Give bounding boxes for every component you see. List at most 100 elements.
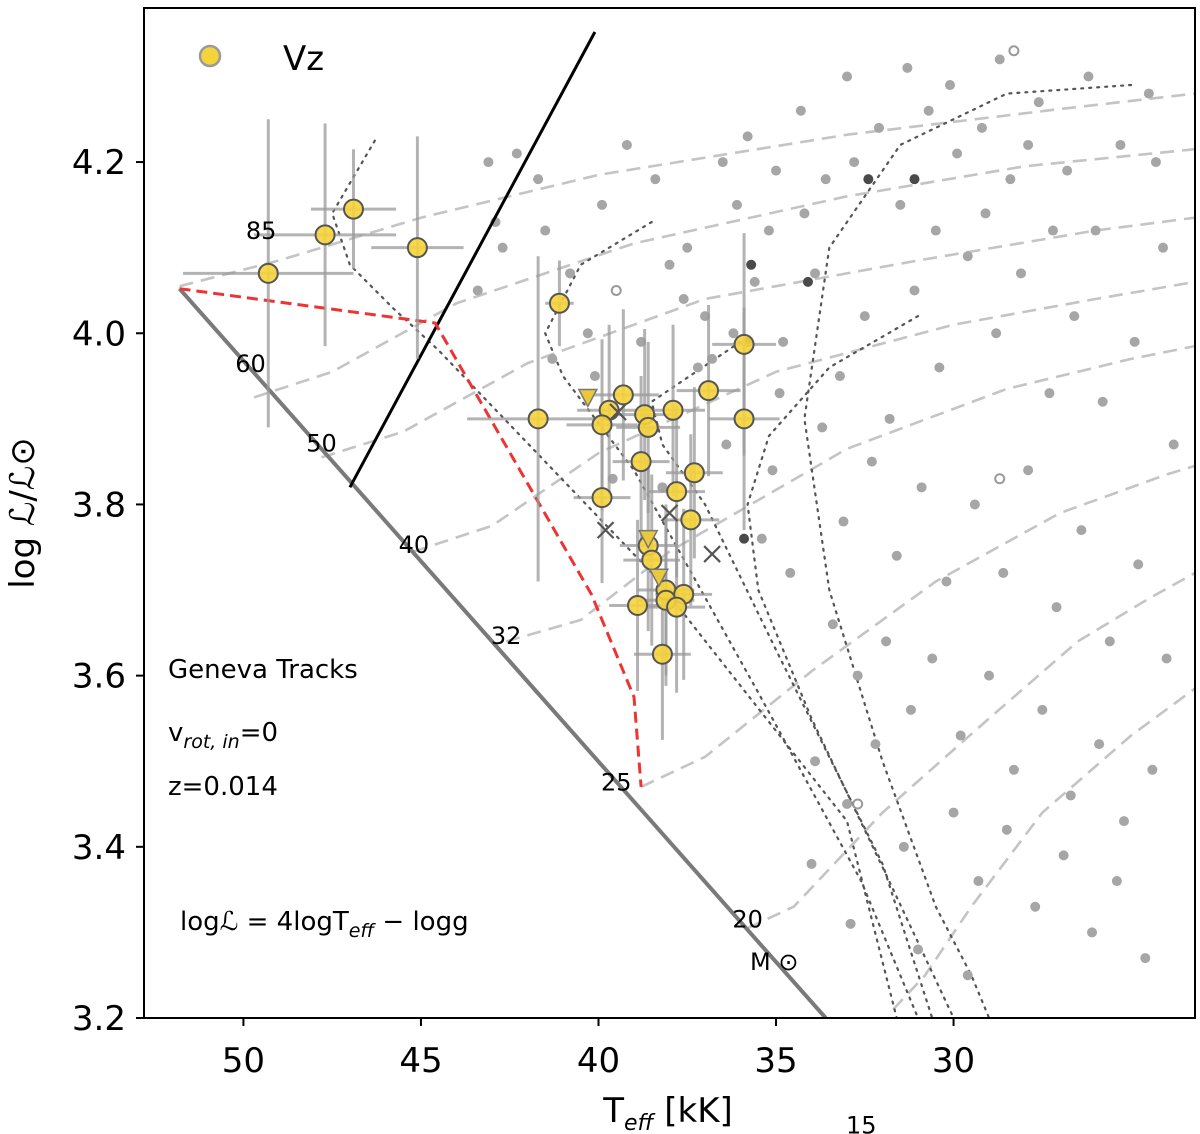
- background-star-46: [1044, 388, 1055, 399]
- background-star-36: [778, 336, 789, 347]
- y-tick-label-0: 3.2: [72, 999, 126, 1039]
- background-star-103: [728, 328, 739, 339]
- vz-star-10: [637, 416, 659, 438]
- background-star-119: [774, 388, 785, 399]
- isochrone-2: [650, 340, 934, 1018]
- isochrone-3: [746, 315, 955, 1018]
- background-star-18: [895, 199, 906, 210]
- background-star-113: [771, 165, 782, 176]
- red-boundary-line: [179, 287, 643, 788]
- background-star-12: [742, 131, 753, 142]
- mass-label-25: 25: [601, 768, 632, 796]
- background-star-82: [1037, 704, 1048, 715]
- vrot-sub: rot, in: [183, 731, 239, 753]
- background-star-109: [980, 208, 991, 219]
- x-label-unit: [kK]: [653, 1091, 732, 1131]
- background-star-75: [852, 670, 863, 681]
- background-star-2: [533, 174, 544, 185]
- background-star-17: [873, 122, 884, 133]
- background-star-89: [870, 739, 881, 750]
- background-star-95: [1058, 850, 1069, 861]
- isochrone-4: [803, 83, 1133, 1018]
- background-star-25: [1083, 71, 1094, 82]
- relation-annotation: logℒ = 4logTeff − logg: [180, 907, 469, 942]
- tracks-annotation: Geneva Tracks: [168, 655, 358, 685]
- background-star-57: [767, 465, 778, 476]
- x-label-main: T: [602, 1091, 624, 1131]
- background-star-26: [1115, 139, 1126, 150]
- msun-unit-label: M ⊙: [750, 948, 798, 976]
- y-tick-label-3: 3.8: [72, 485, 126, 525]
- background-star-110: [1023, 139, 1034, 150]
- vz-upper-limit-2: [648, 568, 670, 588]
- background-star-96: [1087, 927, 1098, 938]
- background-star-66: [1023, 465, 1034, 476]
- background-star-101: [913, 944, 924, 955]
- background-star-41: [909, 285, 920, 296]
- vz-upper-limit-0: [577, 388, 599, 409]
- background-star-65: [998, 567, 1009, 578]
- zams-line: [178, 287, 828, 1018]
- background-star-63: [941, 576, 952, 587]
- vrot-val: =0: [240, 718, 278, 748]
- mass-label-15: 15: [846, 1112, 877, 1134]
- vz-star-7: [612, 384, 634, 406]
- background-star-104: [692, 362, 703, 373]
- metallicity-annotation: z=0.014: [168, 772, 278, 802]
- vz-star-0: [257, 262, 279, 284]
- background-star-61: [891, 550, 902, 561]
- vz-star-27: [651, 643, 673, 665]
- background-star-79: [955, 730, 966, 741]
- vz-star-13: [733, 333, 755, 355]
- vz-star-18: [666, 481, 688, 503]
- background-star-29: [994, 54, 1005, 65]
- background-star-37: [810, 268, 821, 279]
- background-star-10: [682, 242, 693, 253]
- background-star-13: [763, 225, 774, 236]
- background-star-6: [565, 268, 576, 279]
- background-star-74: [827, 619, 838, 630]
- relation-sub: eff: [349, 920, 377, 942]
- background-star-92: [973, 876, 984, 887]
- geneva-track-4: [505, 344, 1195, 643]
- background-star-39: [859, 311, 870, 322]
- vz-star-3: [406, 237, 428, 259]
- background-stars: [472, 45, 1179, 981]
- background-star-62: [916, 482, 927, 493]
- geneva-track-3: [413, 280, 1195, 553]
- background-star-35: [749, 276, 760, 287]
- background-star-108: [930, 225, 941, 236]
- background-star-98: [1140, 953, 1151, 964]
- background-star-28: [1047, 225, 1058, 236]
- dark-star-1: [863, 174, 874, 185]
- background-star-20: [952, 148, 963, 159]
- open-circle-0: [1008, 45, 1020, 57]
- background-star-59: [838, 516, 849, 527]
- background-star-45: [1016, 268, 1027, 279]
- vz-upper-limit-1: [637, 529, 659, 550]
- background-star-87: [810, 756, 821, 767]
- x-tick-label-40: 40: [577, 1041, 620, 1081]
- vz-star-19: [680, 509, 702, 531]
- vz-star-5: [527, 408, 549, 430]
- geneva-tracks: [179, 92, 1195, 1011]
- background-star-67: [1051, 602, 1062, 613]
- y-tick-label-4: 4.0: [72, 314, 126, 354]
- background-star-23: [1033, 97, 1044, 108]
- background-star-71: [1161, 653, 1172, 664]
- black-boundary-line: [348, 31, 597, 489]
- vz-star-25: [666, 596, 688, 618]
- background-star-80: [984, 670, 995, 681]
- vz-excluded-2: [660, 504, 679, 522]
- legend-marker: [198, 44, 222, 68]
- mass-label-85: 85: [246, 217, 277, 245]
- background-star-106: [547, 353, 558, 364]
- plot-frame: [143, 7, 1196, 1019]
- background-star-9: [650, 174, 661, 185]
- background-star-111: [1090, 225, 1101, 236]
- x-axis-label: Teff [kK]: [602, 1091, 733, 1134]
- vz-excluded-0: [609, 403, 627, 421]
- background-star-94: [1030, 901, 1041, 912]
- background-star-52: [799, 208, 810, 219]
- background-star-60: [866, 456, 877, 467]
